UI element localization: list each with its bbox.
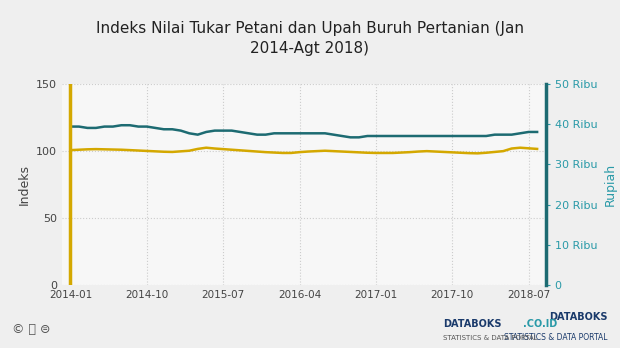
- Y-axis label: Rupiah: Rupiah: [604, 163, 617, 206]
- Text: Indeks Nilai Tukar Petani dan Upah Buruh Pertanian (Jan
2014-Agt 2018): Indeks Nilai Tukar Petani dan Upah Buruh…: [96, 21, 524, 56]
- Text: STATISTICS & DATA PORTAL: STATISTICS & DATA PORTAL: [504, 333, 608, 342]
- Y-axis label: Indeks: Indeks: [17, 164, 30, 205]
- Text: DATABOKS: DATABOKS: [443, 319, 502, 329]
- Text: DATABOKS: DATABOKS: [549, 312, 608, 322]
- Text: .CO.ID: .CO.ID: [523, 319, 557, 329]
- Text: STATISTICS & DATA PORTAL: STATISTICS & DATA PORTAL: [443, 335, 538, 341]
- Text: © ⓘ ⊜: © ⓘ ⊜: [12, 323, 51, 336]
